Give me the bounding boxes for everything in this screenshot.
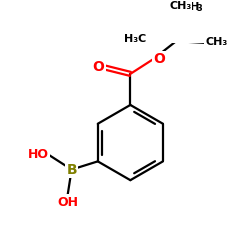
Text: O: O bbox=[153, 52, 165, 66]
Text: CH: CH bbox=[183, 2, 200, 12]
Text: CH₃: CH₃ bbox=[206, 37, 228, 47]
Text: 3: 3 bbox=[136, 36, 142, 45]
Text: 3: 3 bbox=[196, 4, 202, 13]
Text: HO: HO bbox=[28, 148, 49, 161]
Text: CH₃: CH₃ bbox=[169, 1, 191, 11]
Text: H: H bbox=[137, 33, 146, 43]
Text: O: O bbox=[92, 60, 104, 74]
Text: B: B bbox=[66, 162, 77, 176]
Text: OH: OH bbox=[57, 196, 78, 209]
Text: H₃C: H₃C bbox=[124, 34, 147, 44]
